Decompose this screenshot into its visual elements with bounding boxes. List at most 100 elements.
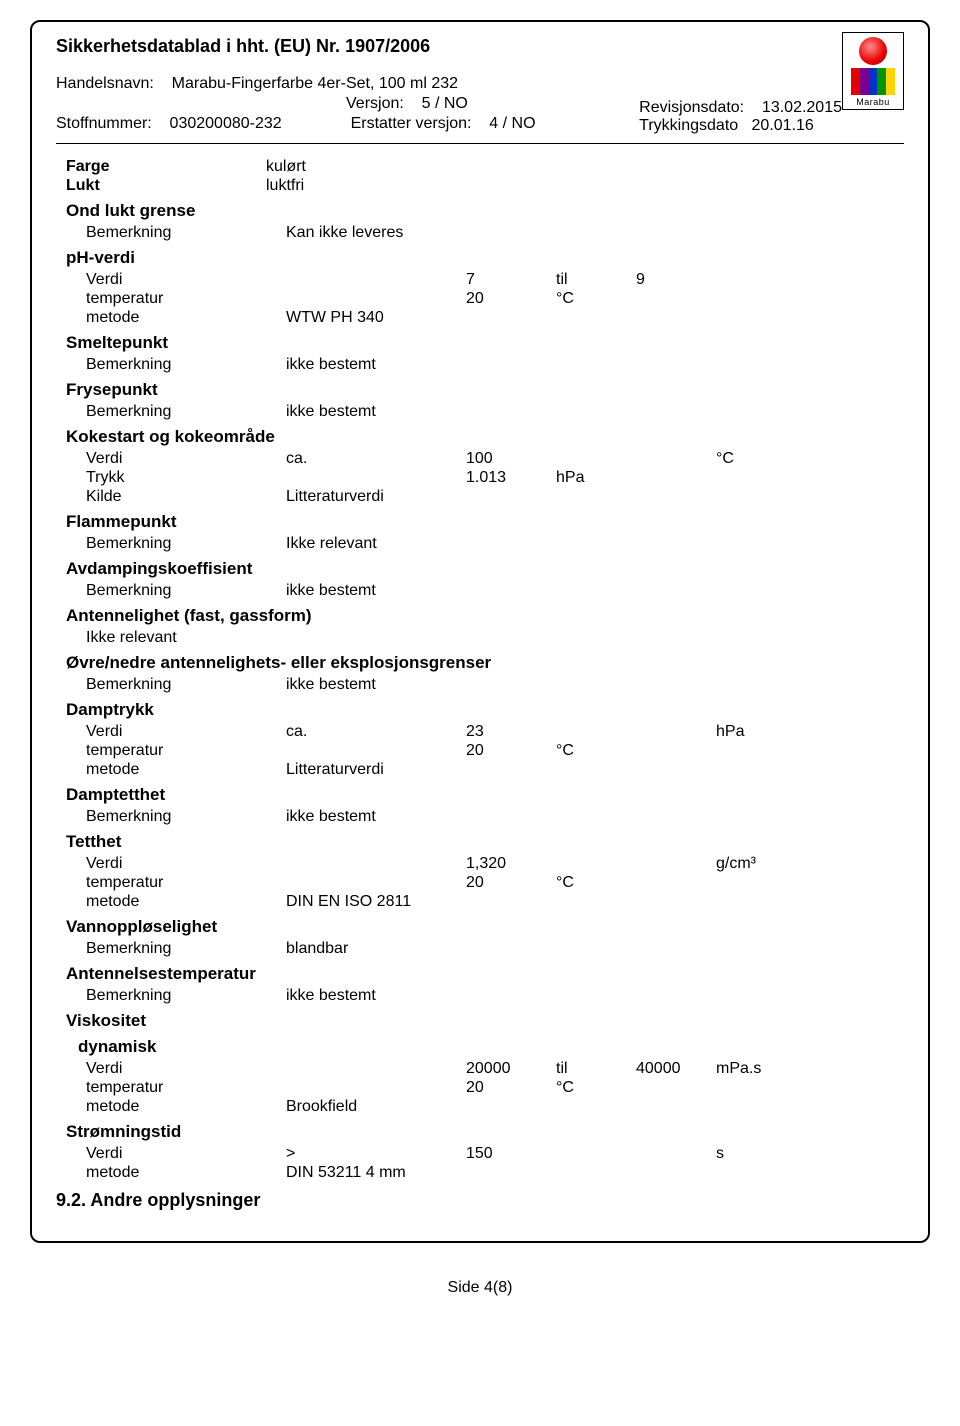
dynamisk-temp: temperatur 20 °C bbox=[86, 1079, 904, 1097]
farge-value: kulørt bbox=[266, 158, 446, 176]
damptrykk-metode: metode Litteraturverdi bbox=[86, 761, 904, 779]
header: Sikkerhetsdatablad i hht. (EU) Nr. 1907/… bbox=[56, 36, 904, 135]
kokestart-verdi-unit: °C bbox=[716, 450, 734, 468]
antennelsestemp-heading: Antennelsestemperatur bbox=[66, 964, 904, 984]
kokestart-verdi-label: Verdi bbox=[86, 450, 286, 468]
tetthet-metode-val: DIN EN ISO 2811 bbox=[286, 893, 411, 911]
frysepunkt-bem-label: Bemerkning bbox=[86, 403, 286, 421]
viskositet-heading: Viskositet bbox=[66, 1011, 904, 1031]
farge-row: Farge kulørt bbox=[66, 158, 904, 176]
damptetthet-bem: Bemerkning ikke bestemt bbox=[86, 808, 904, 826]
avdamping-bem: Bemerkning ikke bestemt bbox=[86, 582, 904, 600]
stromningstid-verdi: Verdi > 150 s bbox=[86, 1145, 904, 1163]
smeltepunkt-bem-val: ikke bestemt bbox=[286, 356, 376, 374]
dynamisk-metode-label: metode bbox=[86, 1098, 286, 1116]
damptrykk-metode-label: metode bbox=[86, 761, 286, 779]
kokestart-kilde-val: Litteraturverdi bbox=[286, 488, 384, 506]
kokestart-trykk-unit: hPa bbox=[556, 469, 636, 487]
substance-value: 030200080-232 bbox=[170, 115, 282, 132]
logo-stripes-icon bbox=[851, 68, 895, 96]
dynamisk-verdi-val: 20000 bbox=[466, 1060, 556, 1078]
logo-text: Marabu bbox=[856, 97, 890, 107]
marabu-logo: Marabu bbox=[842, 32, 904, 110]
vannopp-bem-val: blandbar bbox=[286, 940, 348, 958]
ph-verdi-label: Verdi bbox=[86, 271, 286, 289]
flammepunkt-bem-label: Bemerkning bbox=[86, 535, 286, 553]
tetthet-temp-unit: °C bbox=[556, 874, 636, 892]
vannopp-heading: Vannoppløselighet bbox=[66, 917, 904, 937]
smeltepunkt-heading: Smeltepunkt bbox=[66, 333, 904, 353]
print-date-label: Trykkingsdato bbox=[639, 117, 738, 134]
kokestart-trykk: Trykk 1.013 hPa bbox=[86, 469, 904, 487]
dynamisk-temp-val: 20 bbox=[466, 1079, 556, 1097]
header-divider bbox=[56, 143, 904, 144]
kokestart-kilde-label: Kilde bbox=[86, 488, 286, 506]
damptrykk-temp-unit: °C bbox=[556, 742, 636, 760]
dynamisk-til-val: 40000 bbox=[636, 1060, 716, 1078]
damptrykk-verdi-unit: hPa bbox=[716, 723, 744, 741]
header-left: Sikkerhetsdatablad i hht. (EU) Nr. 1907/… bbox=[56, 36, 842, 135]
dynamisk-verdi-label: Verdi bbox=[86, 1060, 286, 1078]
ond-lukt-heading: Ond lukt grense bbox=[66, 201, 904, 221]
trade-name-value: Marabu-Fingerfarbe 4er-Set, 100 ml 232 bbox=[172, 75, 458, 92]
ph-temp-label: temperatur bbox=[86, 290, 286, 308]
lukt-value: luktfri bbox=[266, 177, 446, 195]
stromningstid-verdi-label: Verdi bbox=[86, 1145, 286, 1163]
ovre-nedre-heading: Øvre/nedre antennelighets- eller eksplos… bbox=[66, 653, 904, 673]
flammepunkt-bem: Bemerkning Ikke relevant bbox=[86, 535, 904, 553]
damptetthet-bem-val: ikke bestemt bbox=[286, 808, 376, 826]
stromningstid-metode-val: DIN 53211 4 mm bbox=[286, 1164, 406, 1182]
ph-til-label: til bbox=[556, 271, 636, 289]
replaces-label: Erstatter versjon: bbox=[351, 115, 472, 132]
trade-name-row: Handelsnavn: Marabu-Fingerfarbe 4er-Set,… bbox=[56, 75, 842, 93]
stromningstid-metode: metode DIN 53211 4 mm bbox=[86, 1164, 904, 1182]
dynamisk-verdi-unit: mPa.s bbox=[716, 1060, 761, 1078]
avdamping-heading: Avdampingskoeffisient bbox=[66, 559, 904, 579]
tetthet-temp-label: temperatur bbox=[86, 874, 286, 892]
stromningstid-verdi-val: 150 bbox=[466, 1145, 556, 1163]
antennelsestemp-bem-label: Bemerkning bbox=[86, 987, 286, 1005]
damptrykk-temp: temperatur 20 °C bbox=[86, 742, 904, 760]
dynamisk-temp-unit: °C bbox=[556, 1079, 636, 1097]
damptrykk-metode-val: Litteraturverdi bbox=[286, 761, 384, 779]
vannopp-bem-label: Bemerkning bbox=[86, 940, 286, 958]
frysepunkt-bem-val: ikke bestemt bbox=[286, 403, 376, 421]
ovre-nedre-bem-label: Bemerkning bbox=[86, 676, 286, 694]
damptrykk-verdi-prefix: ca. bbox=[286, 723, 466, 741]
substance-row: Stoffnummer: 030200080-232 Erstatter ver… bbox=[56, 115, 536, 133]
damptetthet-bem-label: Bemerkning bbox=[86, 808, 286, 826]
ph-verdi-val: 7 bbox=[466, 271, 556, 289]
frysepunkt-heading: Frysepunkt bbox=[66, 380, 904, 400]
lukt-title: Lukt bbox=[66, 177, 266, 195]
kokestart-verdi-prefix: ca. bbox=[286, 450, 466, 468]
dynamisk-metode-val: Brookfield bbox=[286, 1098, 357, 1116]
tetthet-metode: metode DIN EN ISO 2811 bbox=[86, 893, 904, 911]
avdamping-bem-label: Bemerkning bbox=[86, 582, 286, 600]
frysepunkt-bem: Bemerkning ikke bestemt bbox=[86, 403, 904, 421]
tetthet-temp-val: 20 bbox=[466, 874, 556, 892]
ovre-nedre-bem: Bemerkning ikke bestemt bbox=[86, 676, 904, 694]
antennelighet-heading: Antennelighet (fast, gassform) bbox=[66, 606, 904, 626]
kokestart-verdi-val: 100 bbox=[466, 450, 556, 468]
stromningstid-heading: Strømningstid bbox=[66, 1122, 904, 1142]
page-frame: Sikkerhetsdatablad i hht. (EU) Nr. 1907/… bbox=[30, 20, 930, 1243]
antennelsestemp-bem-val: ikke bestemt bbox=[286, 987, 376, 1005]
version-row: Versjon: 5 / NO bbox=[346, 95, 536, 113]
damptrykk-temp-val: 20 bbox=[466, 742, 556, 760]
ph-heading: pH-verdi bbox=[66, 248, 904, 268]
tetthet-metode-label: metode bbox=[86, 893, 286, 911]
replaces-value: 4 / NO bbox=[489, 115, 535, 132]
damptrykk-verdi: Verdi ca. 23 hPa bbox=[86, 723, 904, 741]
tetthet-verdi: Verdi 1,320 g/cm³ bbox=[86, 855, 904, 873]
regulation-title: Sikkerhetsdatablad i hht. (EU) Nr. 1907/… bbox=[56, 36, 842, 57]
stromningstid-metode-label: metode bbox=[86, 1164, 286, 1182]
dynamisk-verdi: Verdi 20000 til 40000 mPa.s bbox=[86, 1060, 904, 1078]
smeltepunkt-bem: Bemerkning ikke bestemt bbox=[86, 356, 904, 374]
ond-lukt-bem-value: Kan ikke leveres bbox=[286, 224, 403, 242]
damptrykk-heading: Damptrykk bbox=[66, 700, 904, 720]
ovre-nedre-bem-val: ikke bestemt bbox=[286, 676, 376, 694]
vannopp-bem: Bemerkning blandbar bbox=[86, 940, 904, 958]
kokestart-trykk-val: 1.013 bbox=[466, 469, 556, 487]
revision-date-label: Revisjonsdato: bbox=[639, 99, 744, 116]
page-footer: Side 4(8) bbox=[30, 1279, 930, 1297]
